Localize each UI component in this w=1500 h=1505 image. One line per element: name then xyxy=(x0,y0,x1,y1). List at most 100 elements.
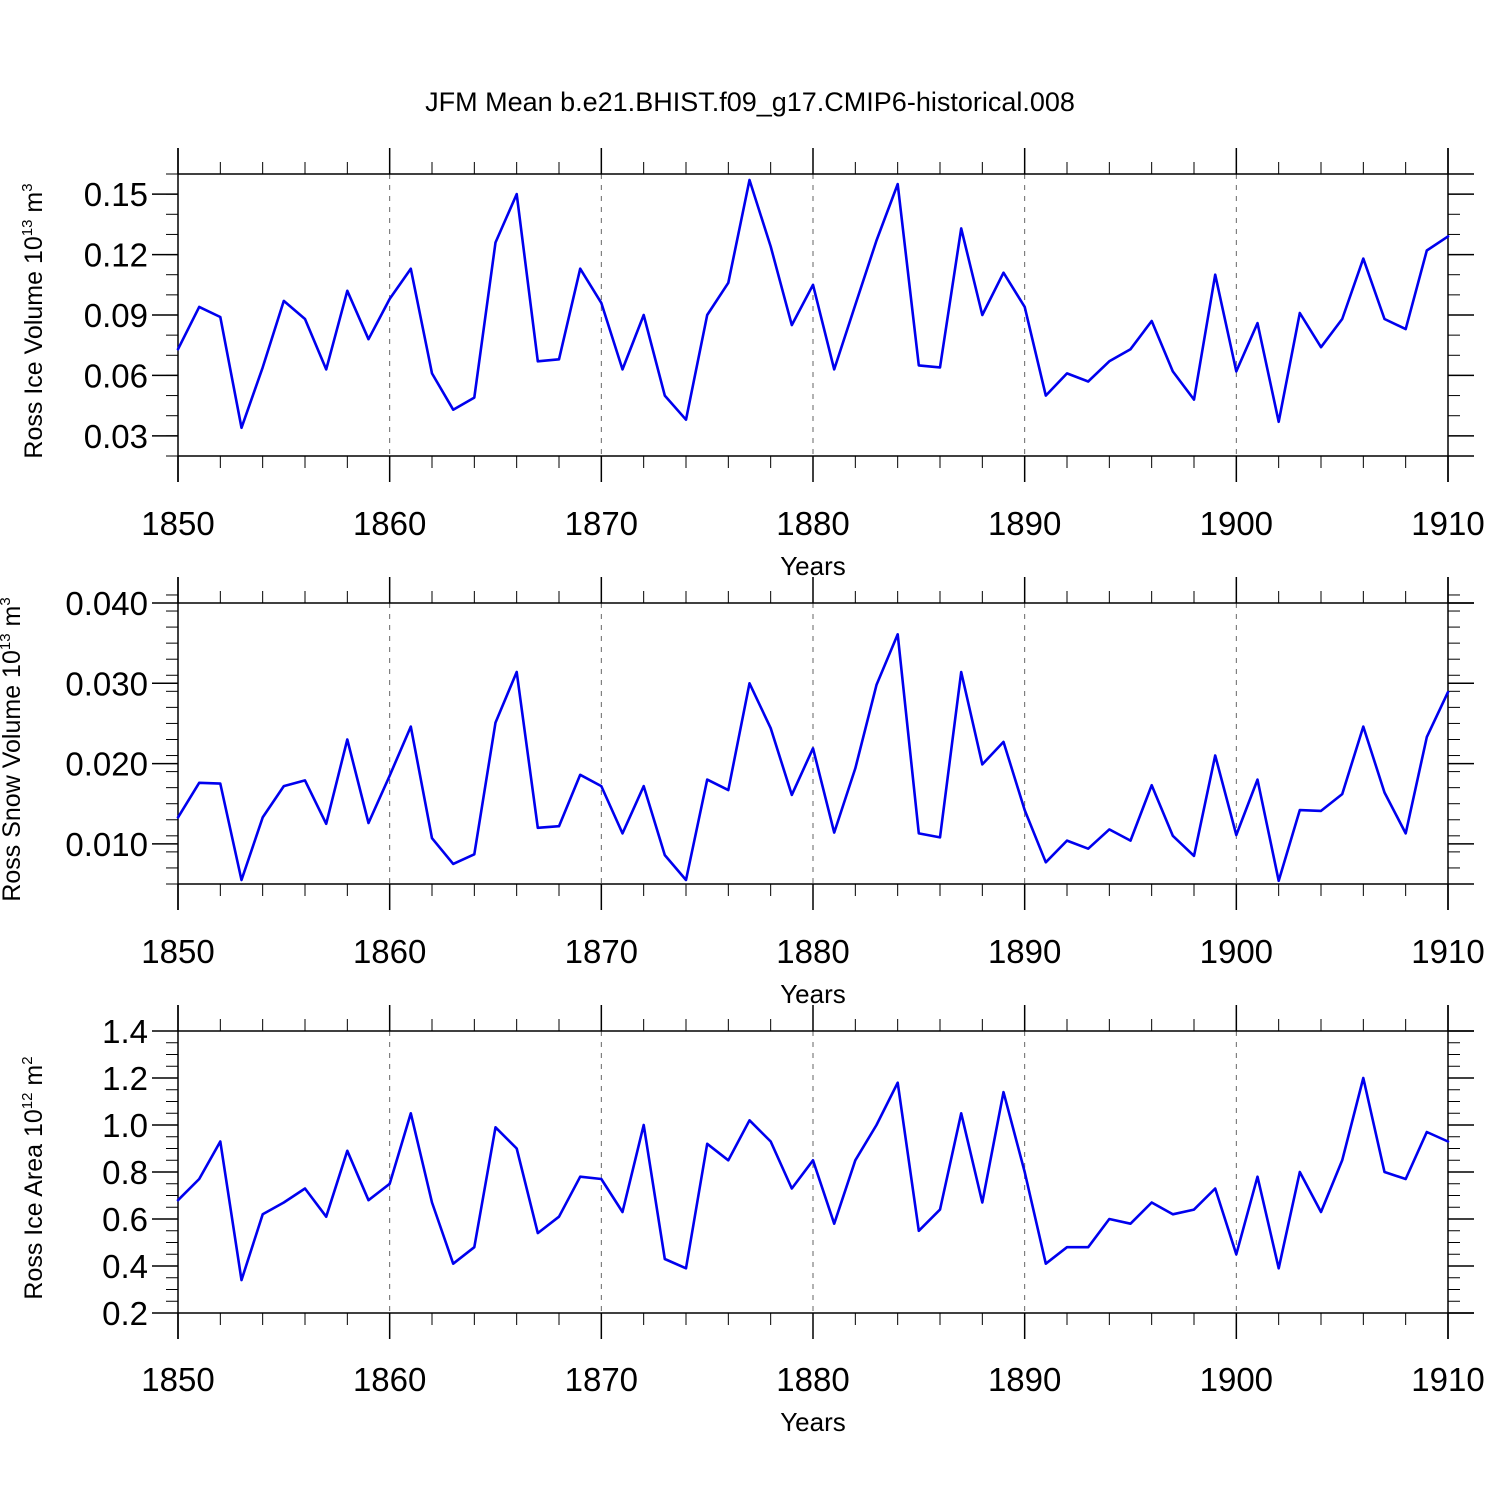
data-point xyxy=(917,363,921,367)
data-point xyxy=(599,301,603,305)
data-point xyxy=(1129,839,1133,843)
y-tick-label: 0.2 xyxy=(102,1295,148,1332)
data-point xyxy=(240,426,244,430)
data-point xyxy=(1192,1208,1196,1212)
data-point xyxy=(769,726,773,730)
data-point xyxy=(832,367,836,371)
y-tick-label: 0.8 xyxy=(102,1154,148,1191)
data-point xyxy=(1023,808,1027,812)
chart-panels: 0.03 0.06 0.09 0.12 0.15 1850 1860 1870 1880 1890… xyxy=(0,148,1485,1437)
data-point xyxy=(367,821,371,825)
data-point xyxy=(1192,398,1196,402)
data-point xyxy=(536,359,540,363)
y-tick-label: 0.040 xyxy=(65,585,148,622)
data-point xyxy=(324,1215,328,1219)
data-point xyxy=(472,396,476,400)
x-tick-label: 1880 xyxy=(776,1361,849,1398)
y-axis-title-part: m xyxy=(0,606,26,634)
data-point xyxy=(1446,690,1450,694)
data-point xyxy=(176,1198,180,1202)
y-axis-title: Ross Snow Volume 1013 m3 xyxy=(0,597,26,901)
data-point xyxy=(367,1198,371,1202)
data-point xyxy=(938,1208,942,1212)
x-tick-label: 1910 xyxy=(1411,1361,1484,1398)
data-point xyxy=(621,367,625,371)
data-point xyxy=(1086,847,1090,851)
data-point xyxy=(980,762,984,766)
y-axis-title-superscript: 12 xyxy=(19,1093,36,1110)
data-point xyxy=(1171,369,1175,373)
data-point xyxy=(409,267,413,271)
data-point xyxy=(811,1158,815,1162)
data-point xyxy=(1107,359,1111,363)
panel-ice-volume: 0.03 0.06 0.09 0.12 0.15 1850 1860 1870 1880 1890… xyxy=(19,148,1485,581)
data-point xyxy=(1319,809,1323,813)
x-tick-label: 1890 xyxy=(988,1361,1061,1398)
data-point xyxy=(515,192,519,196)
data-point xyxy=(663,853,667,857)
data-point xyxy=(853,766,857,770)
data-point xyxy=(1150,1201,1154,1205)
x-tick-label: 1850 xyxy=(141,933,214,970)
data-point xyxy=(1023,1170,1027,1174)
data-point xyxy=(1425,735,1429,739)
data-point xyxy=(430,836,434,840)
data-point xyxy=(726,788,730,792)
data-point xyxy=(536,1231,540,1235)
data-point xyxy=(1383,1170,1387,1174)
data-point xyxy=(197,781,201,785)
y-axis-title: Ross Ice Volume 1013 m3 xyxy=(19,183,49,458)
x-tick-label: 1890 xyxy=(988,933,1061,970)
data-point xyxy=(1065,371,1069,375)
data-point xyxy=(1404,1177,1408,1181)
data-point xyxy=(705,313,709,317)
data-point xyxy=(1446,234,1450,238)
x-tick-label: 1880 xyxy=(776,933,849,970)
data-point xyxy=(896,182,900,186)
data-point xyxy=(324,822,328,826)
data-point xyxy=(430,371,434,375)
x-tick-label: 1910 xyxy=(1411,505,1484,542)
series-line-ice-area xyxy=(176,1076,1450,1282)
y-axis-title-superscript: 3 xyxy=(19,183,36,191)
x-tick-label: 1860 xyxy=(353,505,426,542)
data-point xyxy=(1298,311,1302,315)
data-point xyxy=(705,1142,709,1146)
data-point xyxy=(557,357,561,361)
x-tick-label: 1900 xyxy=(1200,933,1273,970)
data-point xyxy=(472,852,476,856)
data-point xyxy=(345,1149,349,1153)
series-line-snow-volume xyxy=(176,632,1450,883)
data-point xyxy=(197,305,201,309)
data-point xyxy=(938,835,942,839)
y-tick-label: 0.12 xyxy=(84,237,148,274)
data-point xyxy=(345,289,349,293)
data-point xyxy=(642,313,646,317)
data-point xyxy=(557,1215,561,1219)
x-tick-label: 1890 xyxy=(988,505,1061,542)
data-point xyxy=(218,315,222,319)
data-point xyxy=(1361,725,1365,729)
data-point xyxy=(769,245,773,249)
data-point xyxy=(1002,740,1006,744)
data-point xyxy=(1107,827,1111,831)
data-point xyxy=(282,1201,286,1205)
y-tick-label: 0.020 xyxy=(65,746,148,783)
data-point xyxy=(1404,831,1408,835)
data-point xyxy=(726,281,730,285)
data-point xyxy=(959,226,963,230)
data-point xyxy=(1319,1210,1323,1214)
data-point xyxy=(494,721,498,725)
data-point xyxy=(875,1123,879,1127)
data-point xyxy=(1319,345,1323,349)
x-tick-label: 1910 xyxy=(1411,933,1484,970)
data-point xyxy=(494,241,498,245)
data-point xyxy=(515,1147,519,1151)
data-point xyxy=(1256,321,1260,325)
data-point xyxy=(261,365,265,369)
data-point xyxy=(536,826,540,830)
data-point xyxy=(1150,783,1154,787)
data-point xyxy=(599,784,603,788)
data-point xyxy=(663,1257,667,1261)
data-point xyxy=(748,681,752,685)
